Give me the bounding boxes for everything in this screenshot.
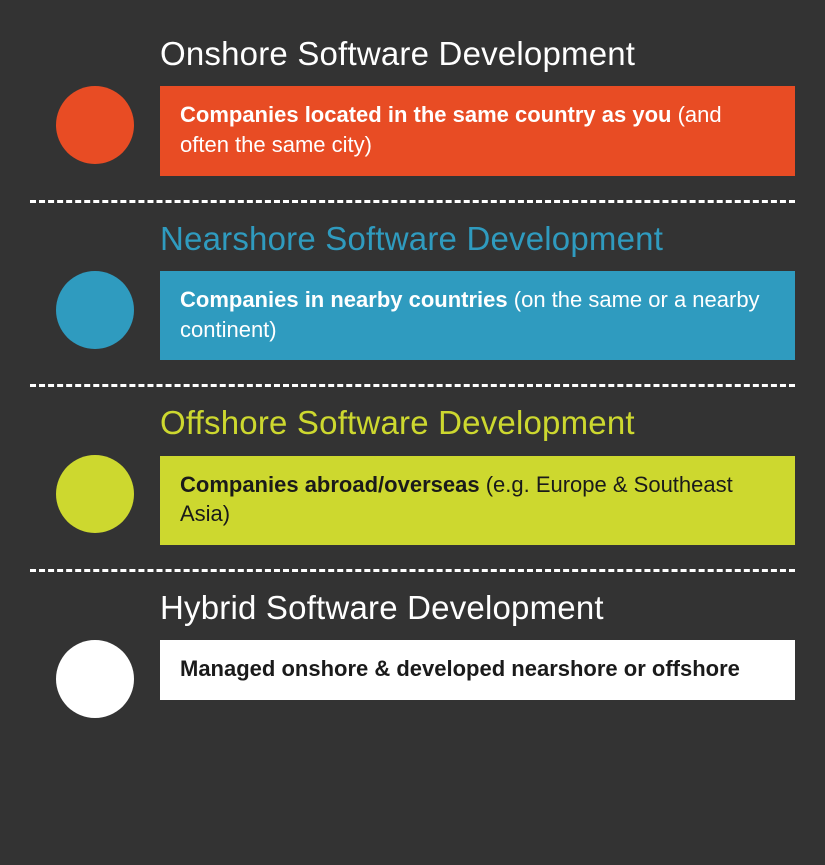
content-column: Hybrid Software Development Managed onsh…	[160, 590, 795, 700]
hybrid-desc-bold: Managed onshore & developed nearshore or…	[180, 656, 740, 681]
hybrid-circle-icon	[56, 640, 134, 718]
section-offshore: Offshore Software Development Companies …	[30, 387, 795, 569]
circle-column	[30, 36, 160, 164]
infographic-container: Onshore Software Development Companies l…	[0, 0, 825, 758]
onshore-desc-box: Companies located in the same country as…	[160, 86, 795, 175]
section-row: Onshore Software Development Companies l…	[30, 36, 795, 176]
section-row: Hybrid Software Development Managed onsh…	[30, 590, 795, 718]
circle-column	[30, 590, 160, 718]
nearshore-desc-box: Companies in nearby countries (on the sa…	[160, 271, 795, 360]
offshore-title: Offshore Software Development	[160, 405, 795, 441]
offshore-desc-bold: Companies abroad/overseas	[180, 472, 480, 497]
nearshore-circle-icon	[56, 271, 134, 349]
content-column: Offshore Software Development Companies …	[160, 405, 795, 545]
section-row: Offshore Software Development Companies …	[30, 405, 795, 545]
onshore-title: Onshore Software Development	[160, 36, 795, 72]
offshore-desc-box: Companies abroad/overseas (e.g. Europe &…	[160, 456, 795, 545]
circle-column	[30, 405, 160, 533]
section-onshore: Onshore Software Development Companies l…	[30, 30, 795, 200]
hybrid-title: Hybrid Software Development	[160, 590, 795, 626]
section-nearshore: Nearshore Software Development Companies…	[30, 203, 795, 385]
circle-column	[30, 221, 160, 349]
nearshore-desc-bold: Companies in nearby countries	[180, 287, 508, 312]
section-row: Nearshore Software Development Companies…	[30, 221, 795, 361]
content-column: Nearshore Software Development Companies…	[160, 221, 795, 361]
content-column: Onshore Software Development Companies l…	[160, 36, 795, 176]
section-hybrid: Hybrid Software Development Managed onsh…	[30, 572, 795, 728]
offshore-circle-icon	[56, 455, 134, 533]
onshore-circle-icon	[56, 86, 134, 164]
nearshore-title: Nearshore Software Development	[160, 221, 795, 257]
hybrid-desc-box: Managed onshore & developed nearshore or…	[160, 640, 795, 700]
onshore-desc-bold: Companies located in the same country as…	[180, 102, 671, 127]
